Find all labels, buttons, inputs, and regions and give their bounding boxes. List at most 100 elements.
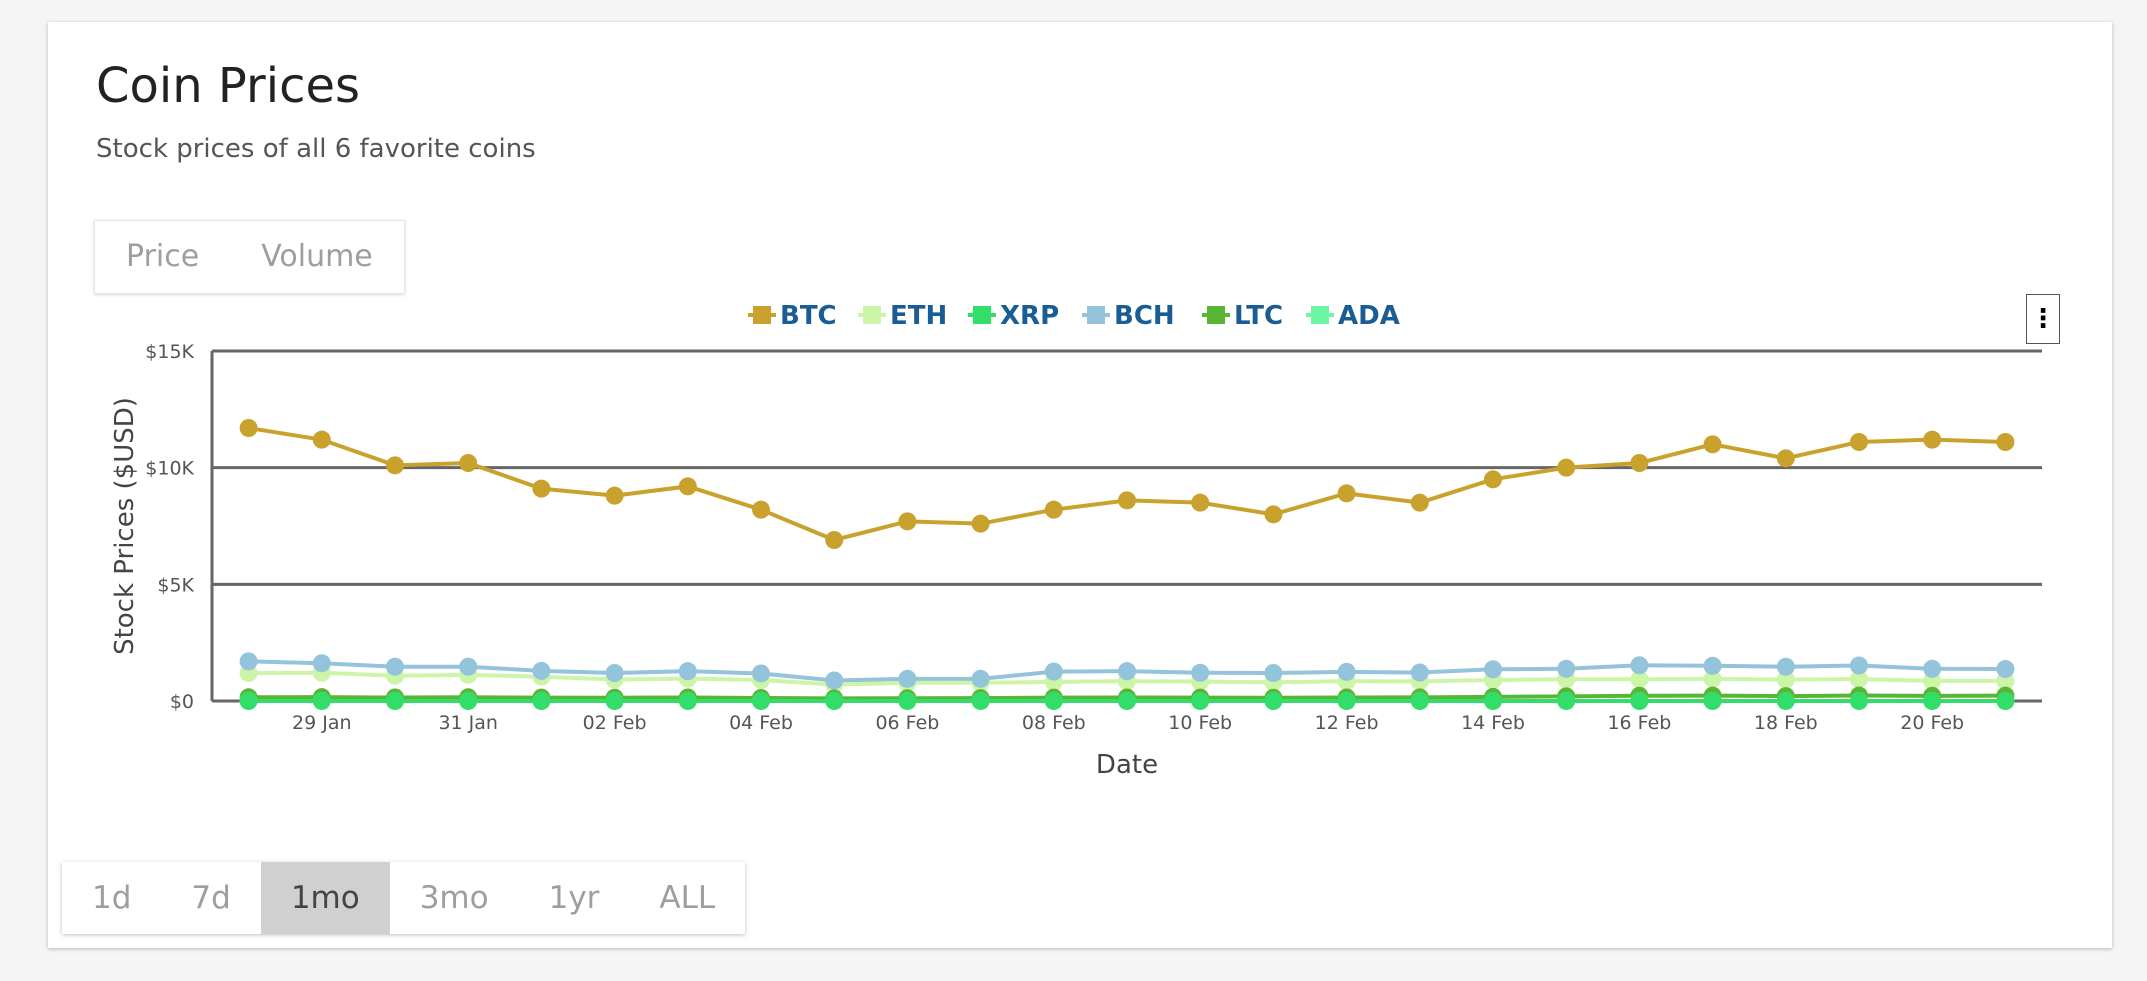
y-tick-label: $15K <box>145 341 194 363</box>
xrp-data-point <box>1557 691 1576 710</box>
btc-data-point <box>1850 433 1868 451</box>
xrp-data-point <box>386 691 404 710</box>
range-1yr-button[interactable]: 1yr <box>548 880 600 916</box>
btc-data-point <box>386 456 404 475</box>
x-tick-label: 18 Feb <box>1754 712 1818 734</box>
x-tick-label: 04 Feb <box>729 712 793 734</box>
xrp-data-point <box>1337 691 1356 710</box>
btc-data-point <box>1337 484 1356 503</box>
btc-data-point <box>678 477 697 496</box>
btc-data-point <box>239 419 258 437</box>
bch-data-point <box>239 652 258 671</box>
xrp-data-point <box>1923 691 1942 710</box>
xrp-data-point <box>532 691 551 710</box>
btc-data-point <box>1044 500 1063 519</box>
eth-data-point <box>1630 670 1649 689</box>
bch-legend-marker <box>1087 306 1105 324</box>
xrp-data-point <box>898 691 917 710</box>
bch-data-point <box>312 654 331 673</box>
btc-data-point <box>312 430 331 449</box>
bch-data-point <box>459 657 478 676</box>
x-tick-label: 16 Feb <box>1607 712 1671 734</box>
xrp-data-point <box>1776 691 1795 710</box>
btc-data-point <box>971 514 990 533</box>
xrp-data-point <box>1044 691 1063 710</box>
xrp-data-point <box>1996 691 2015 710</box>
x-tick-label: 31 Jan <box>438 712 498 734</box>
view-toggle: Price Volume <box>94 220 405 294</box>
xrp-legend-marker <box>973 306 991 324</box>
xrp-data-point <box>239 691 258 710</box>
bch-data-point <box>1044 662 1063 681</box>
eth-legend-label: ETH <box>890 301 947 331</box>
range-all-button[interactable]: ALL <box>659 880 716 916</box>
btc-data-point <box>1191 493 1210 512</box>
range-1d-button[interactable]: 1d <box>92 880 132 916</box>
xrp-data-point <box>459 691 478 710</box>
btc-data-point <box>1264 505 1283 524</box>
page-subtitle: Stock prices of all 6 favorite coins <box>96 134 536 164</box>
xrp-data-point <box>752 691 770 710</box>
btc-data-point <box>752 500 770 519</box>
bch-data-point <box>752 664 770 683</box>
xrp-data-point <box>605 691 624 710</box>
x-tick-label: 06 Feb <box>875 712 939 734</box>
bch-data-point <box>386 657 404 676</box>
bch-data-point <box>1996 660 2015 679</box>
btc-legend-marker <box>753 306 771 324</box>
btc-data-point <box>459 454 478 472</box>
btc-data-point <box>1996 433 2015 451</box>
eth-legend-marker <box>863 306 881 324</box>
y-tick-label: $10K <box>145 458 194 480</box>
chart-card: Coin Prices Stock prices of all 6 favori… <box>48 22 2112 948</box>
bch-data-point <box>1850 656 1868 675</box>
xrp-data-point <box>1484 691 1502 710</box>
x-axis-title: Date <box>1096 750 1158 780</box>
btc-data-point <box>1557 458 1576 477</box>
btc-data-point <box>825 531 844 549</box>
xrp-legend-label: XRP <box>1000 301 1059 331</box>
xrp-data-point <box>1191 691 1210 710</box>
btc-data-point <box>605 486 624 505</box>
xrp-data-point <box>1630 691 1649 710</box>
btc-data-point <box>898 512 917 531</box>
range-1mo-button[interactable]: 1mo <box>260 862 390 934</box>
btc-series-line <box>248 426 2006 543</box>
x-tick-label: 14 Feb <box>1461 712 1525 734</box>
btc-data-point <box>1118 491 1136 510</box>
bch-data-point <box>1410 663 1429 682</box>
more-vert-icon[interactable]: ⋮ <box>2026 294 2060 344</box>
view-toggle-volume[interactable]: Volume <box>261 239 373 274</box>
x-tick-label: 02 Feb <box>583 712 647 734</box>
bch-legend-label: BCH <box>1114 301 1175 331</box>
eth-data-point <box>1776 670 1795 689</box>
eth-data-point <box>1703 669 1722 688</box>
y-tick-label: $0 <box>170 691 194 713</box>
range-3mo-button[interactable]: 3mo <box>419 880 489 916</box>
btc-data-point <box>532 479 551 498</box>
x-tick-label: 12 Feb <box>1315 712 1379 734</box>
btc-legend-label: BTC <box>780 301 837 331</box>
page-title: Coin Prices <box>96 58 360 114</box>
btc-data-point <box>1630 454 1649 472</box>
ada-legend-label: ADA <box>1338 301 1400 331</box>
xrp-data-point <box>825 691 844 710</box>
view-toggle-price[interactable]: Price <box>126 239 200 274</box>
btc-data-point <box>1410 493 1429 512</box>
bch-data-point <box>678 662 697 681</box>
xrp-data-point <box>1410 691 1429 710</box>
bch-data-point <box>1191 663 1210 682</box>
bch-data-point <box>1264 664 1283 682</box>
range-7d-button[interactable]: 7d <box>191 880 231 916</box>
eth-data-point <box>1850 670 1868 689</box>
x-tick-label: 08 Feb <box>1022 712 1086 734</box>
bch-data-point <box>1776 657 1795 676</box>
bch-data-point <box>1703 656 1722 675</box>
x-tick-label: 29 Jan <box>292 712 352 734</box>
bch-data-point <box>825 671 844 690</box>
ada-legend-marker <box>1311 306 1329 324</box>
xrp-data-point <box>678 691 697 710</box>
x-tick-label: 10 Feb <box>1168 712 1232 734</box>
bch-data-point <box>1557 659 1576 678</box>
